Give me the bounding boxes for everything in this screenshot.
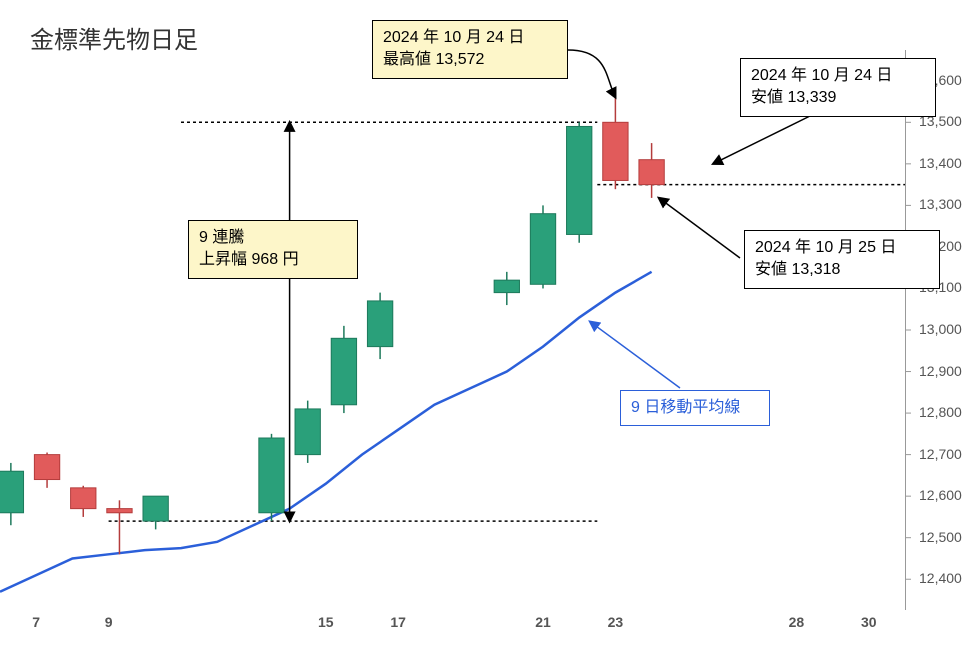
y-tick-label: 13,300 — [919, 196, 962, 212]
candle — [530, 214, 555, 285]
y-tick-label: 13,000 — [919, 321, 962, 337]
y-tick-label: 12,500 — [919, 529, 962, 545]
x-tick-label: 17 — [390, 614, 406, 630]
annotation-ma9: 9 日移動平均線 — [620, 390, 770, 426]
annotation-low-24: 2024 年 10 月 24 日安値 13,339 — [740, 58, 936, 117]
annotation-low-25: 2024 年 10 月 25 日安値 13,318 — [744, 230, 940, 289]
x-tick-label: 30 — [861, 614, 877, 630]
y-tick-label: 12,600 — [919, 487, 962, 503]
x-tick-label: 7 — [32, 614, 40, 630]
candle — [567, 126, 592, 234]
candle — [259, 438, 284, 513]
chart-title: 金標準先物日足 — [30, 20, 198, 55]
annotation-low-24-line2: 安値 13,339 — [751, 87, 925, 109]
candle — [603, 122, 628, 180]
y-tick-label: 12,900 — [919, 363, 962, 379]
x-tick-label: 23 — [608, 614, 624, 630]
annotation-high: 2024 年 10 月 24 日最高値 13,572 — [372, 20, 568, 79]
y-tick-label: 12,400 — [919, 570, 962, 586]
candle — [143, 496, 168, 521]
ma9-line — [0, 272, 652, 592]
arrow-to-ma — [590, 322, 680, 388]
annotation-high-line2: 最高値 13,572 — [383, 49, 557, 71]
candle — [367, 301, 392, 347]
candle — [494, 280, 519, 292]
annotation-high-line1: 2024 年 10 月 24 日 — [383, 27, 557, 49]
x-tick-label: 28 — [789, 614, 805, 630]
candle — [331, 338, 356, 404]
arrow-to-high — [568, 50, 615, 97]
candlestick-chart: 金標準先物日足 12,400 12,500 12,600 12,700 12,800 12… — [0, 0, 980, 646]
candle — [0, 471, 24, 513]
x-tick-label: 15 — [318, 614, 334, 630]
y-tick-label: 12,700 — [919, 446, 962, 462]
x-tick-label: 9 — [105, 614, 113, 630]
arrow-to-low24 — [713, 116, 810, 164]
annotation-range-line2: 上昇幅 968 円 — [199, 249, 347, 271]
annotation-ma9-line1: 9 日移動平均線 — [631, 397, 759, 419]
candle — [107, 509, 132, 513]
annotation-low-24-line1: 2024 年 10 月 24 日 — [751, 65, 925, 87]
annotation-low-25-line1: 2024 年 10 月 25 日 — [755, 237, 929, 259]
arrow-from-low25 — [659, 198, 740, 258]
candle — [295, 409, 320, 455]
y-tick-label: 13,400 — [919, 155, 962, 171]
annotation-range: 9 連騰上昇幅 968 円 — [188, 220, 358, 279]
candle — [71, 488, 96, 509]
candle — [34, 455, 59, 480]
candle — [639, 160, 664, 185]
annotation-range-line1: 9 連騰 — [199, 227, 347, 249]
annotation-low-25-line2: 安値 13,318 — [755, 259, 929, 281]
x-tick-label: 21 — [535, 614, 551, 630]
y-tick-label: 12,800 — [919, 404, 962, 420]
